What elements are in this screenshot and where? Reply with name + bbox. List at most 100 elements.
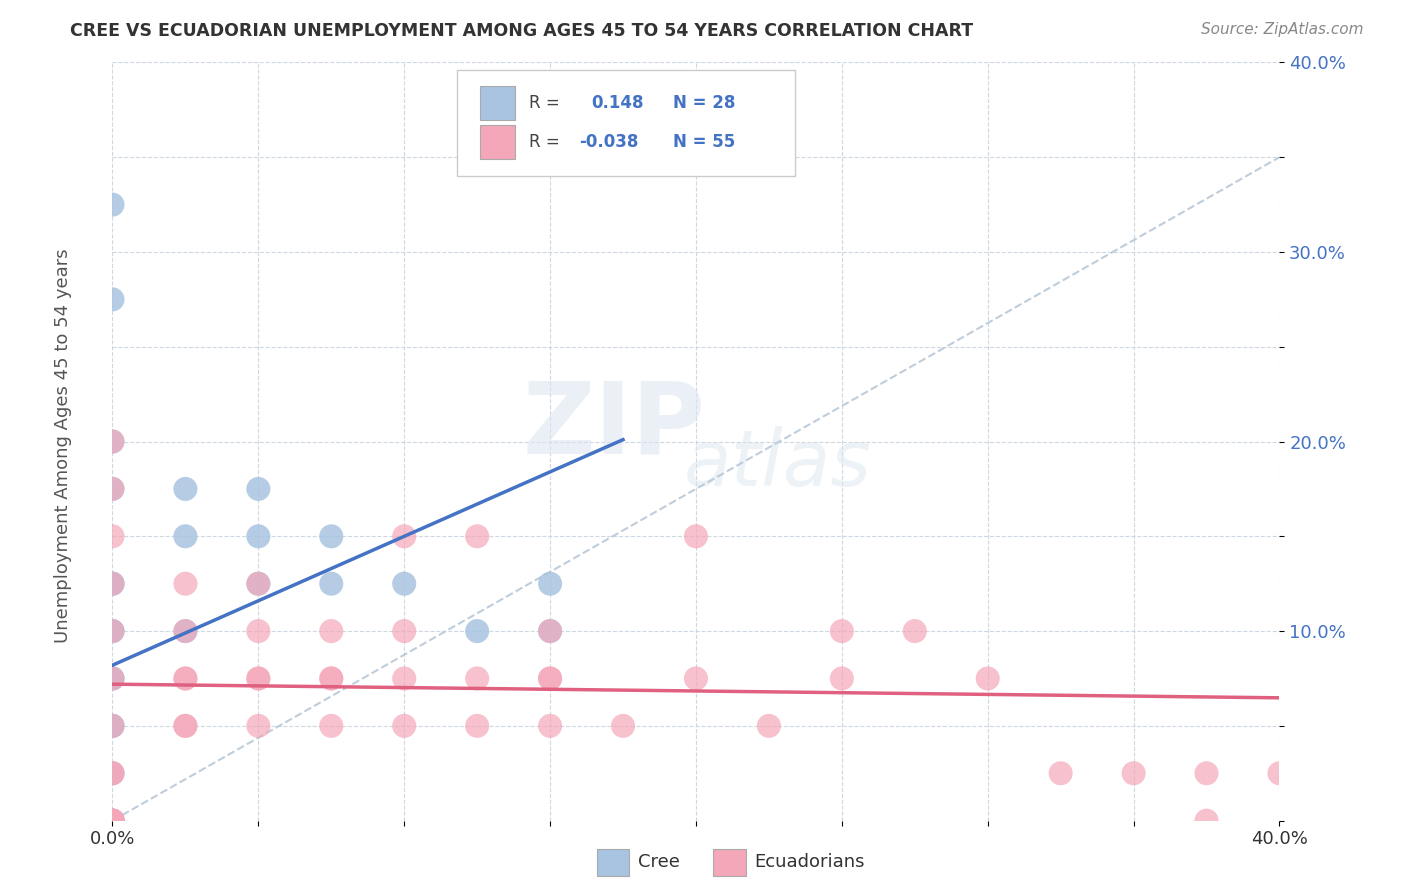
Point: [174, 529, 197, 543]
Point: [101, 529, 124, 543]
Point: [465, 719, 488, 733]
Point: [101, 576, 124, 591]
Point: [538, 624, 561, 639]
Point: [1195, 766, 1218, 780]
Point: [321, 672, 343, 686]
Text: atlas: atlas: [683, 426, 872, 502]
Point: [685, 529, 707, 543]
Point: [101, 576, 124, 591]
Point: [101, 814, 124, 828]
Point: [174, 672, 197, 686]
Point: [321, 672, 343, 686]
Point: [101, 672, 124, 686]
Point: [101, 719, 124, 733]
Point: [101, 482, 124, 496]
Point: [101, 719, 124, 733]
FancyBboxPatch shape: [479, 125, 515, 159]
Text: Unemployment Among Ages 45 to 54 years: Unemployment Among Ages 45 to 54 years: [55, 249, 72, 643]
Point: [394, 529, 416, 543]
Point: [101, 814, 124, 828]
Point: [101, 482, 124, 496]
Point: [247, 672, 270, 686]
Text: R =: R =: [529, 94, 560, 112]
FancyBboxPatch shape: [479, 86, 515, 120]
Point: [101, 814, 124, 828]
Point: [465, 672, 488, 686]
Point: [1195, 814, 1218, 828]
Point: [538, 719, 561, 733]
Point: [247, 624, 270, 639]
Point: [101, 197, 124, 211]
Text: R =: R =: [529, 133, 560, 151]
Point: [174, 624, 197, 639]
Point: [465, 624, 488, 639]
Point: [904, 624, 927, 639]
Point: [465, 529, 488, 543]
Point: [101, 624, 124, 639]
Text: Ecuadorians: Ecuadorians: [755, 854, 865, 871]
Point: [538, 672, 561, 686]
Point: [321, 576, 343, 591]
Point: [101, 766, 124, 780]
Point: [101, 672, 124, 686]
Point: [101, 814, 124, 828]
Point: [1122, 766, 1144, 780]
Point: [174, 624, 197, 639]
FancyBboxPatch shape: [713, 848, 747, 876]
Point: [1049, 766, 1071, 780]
Point: [101, 814, 124, 828]
Point: [101, 814, 124, 828]
Text: CREE VS ECUADORIAN UNEMPLOYMENT AMONG AGES 45 TO 54 YEARS CORRELATION CHART: CREE VS ECUADORIAN UNEMPLOYMENT AMONG AG…: [70, 22, 973, 40]
Point: [101, 814, 124, 828]
Point: [321, 719, 343, 733]
Point: [247, 576, 270, 591]
FancyBboxPatch shape: [457, 70, 796, 177]
Point: [758, 719, 780, 733]
Point: [247, 529, 270, 543]
Point: [101, 293, 124, 307]
Point: [174, 672, 197, 686]
Point: [612, 719, 634, 733]
Point: [247, 482, 270, 496]
Point: [101, 814, 124, 828]
Point: [1268, 766, 1291, 780]
Point: [101, 576, 124, 591]
Point: [101, 434, 124, 449]
Point: [831, 624, 853, 639]
Point: [247, 672, 270, 686]
Point: [685, 672, 707, 686]
Point: [538, 576, 561, 591]
Point: [174, 719, 197, 733]
Point: [174, 719, 197, 733]
Text: N = 55: N = 55: [672, 133, 735, 151]
Text: ZIP: ZIP: [523, 378, 706, 475]
Point: [538, 672, 561, 686]
Point: [101, 766, 124, 780]
Text: N = 28: N = 28: [672, 94, 735, 112]
Point: [174, 482, 197, 496]
Point: [101, 434, 124, 449]
Point: [101, 624, 124, 639]
Point: [101, 624, 124, 639]
Point: [394, 672, 416, 686]
Point: [174, 576, 197, 591]
FancyBboxPatch shape: [596, 848, 630, 876]
Text: 0.148: 0.148: [591, 94, 644, 112]
Point: [321, 624, 343, 639]
Point: [394, 719, 416, 733]
Point: [394, 624, 416, 639]
Text: Source: ZipAtlas.com: Source: ZipAtlas.com: [1201, 22, 1364, 37]
Point: [101, 814, 124, 828]
Point: [101, 766, 124, 780]
Point: [321, 529, 343, 543]
Text: -0.038: -0.038: [579, 133, 638, 151]
Point: [247, 719, 270, 733]
Point: [976, 672, 998, 686]
Point: [101, 719, 124, 733]
Point: [538, 624, 561, 639]
Point: [101, 672, 124, 686]
Point: [247, 576, 270, 591]
Text: Cree: Cree: [638, 854, 679, 871]
Point: [831, 672, 853, 686]
Point: [394, 576, 416, 591]
